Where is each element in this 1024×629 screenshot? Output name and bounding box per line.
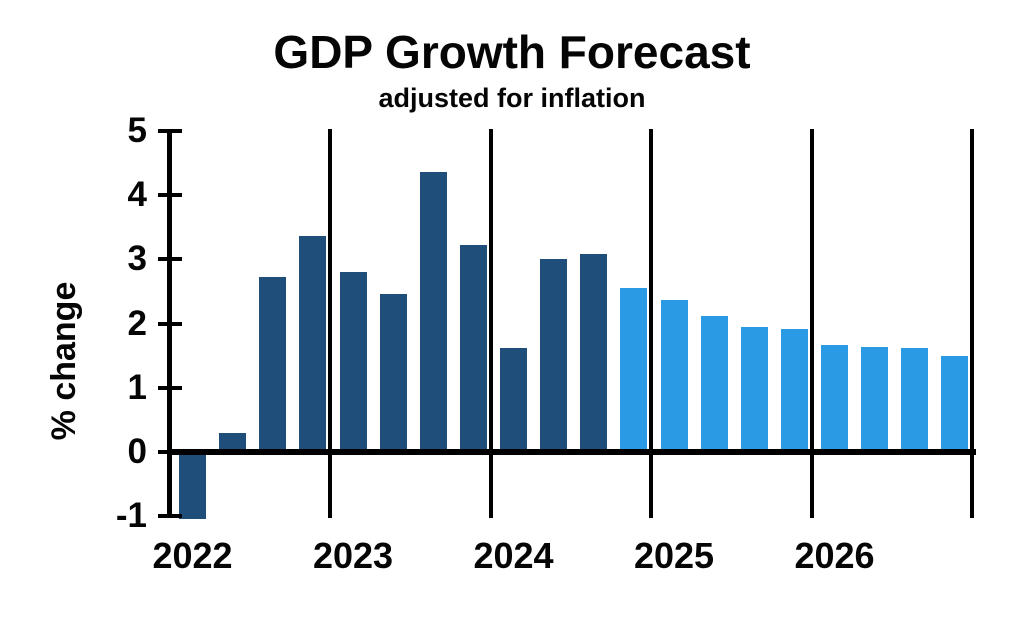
y-tick-mark-2 [157, 321, 182, 326]
year-divider-line-1 [328, 129, 332, 518]
bar-2025-q3 [740, 327, 768, 452]
y-tick-mark-1 [157, 385, 182, 390]
y-tick-mark--1 [157, 514, 182, 519]
year-divider-line-2 [488, 129, 493, 518]
bar-2023-q4 [459, 245, 487, 452]
y-tick-label-1: 1 [127, 367, 147, 407]
y-tick-label-5: 5 [127, 111, 147, 150]
x-tick-label-2022: 2022 [152, 535, 233, 576]
y-tick-label-4: 4 [127, 175, 147, 215]
bar-2025-q1 [660, 300, 688, 452]
y-tick-label-0: 0 [127, 432, 147, 471]
x-tick-label-2024: 2024 [473, 535, 554, 576]
bar-2026-q1 [821, 345, 849, 452]
chart-title: GDP Growth Forecast [273, 26, 751, 78]
year-divider-line-5 [970, 129, 974, 518]
bar-2022-q4 [299, 236, 327, 452]
bar-2022-q1 [179, 452, 207, 520]
y-tick-label--1: -1 [115, 496, 147, 536]
x-axis-zero-line [167, 449, 976, 455]
bar-2022-q3 [259, 277, 287, 452]
bar-2022-q2 [219, 432, 247, 452]
bar-2023-q1 [339, 272, 367, 452]
bar-2023-q2 [379, 294, 407, 452]
bar-2023-q3 [419, 172, 447, 452]
bar-2024-q2 [540, 259, 568, 452]
y-tick-mark-4 [157, 193, 182, 198]
x-tick-label-2025: 2025 [633, 535, 715, 576]
bar-2024-q3 [580, 254, 608, 452]
bar-2024-q4 [620, 288, 648, 452]
y-tick-label-3: 3 [127, 239, 147, 279]
year-divider-line-4 [809, 129, 814, 518]
bar-2026-q4 [941, 355, 969, 452]
y-tick-label-2: 2 [127, 303, 147, 343]
bar-2026-q2 [861, 346, 889, 452]
y-tick-mark-3 [157, 257, 182, 262]
x-tick-label-2023: 2023 [312, 535, 394, 576]
chart-subtitle: adjusted for inflation [378, 83, 646, 113]
bar-2025-q2 [700, 315, 728, 452]
y-tick-mark-0 [157, 450, 182, 454]
bar-2026-q3 [901, 347, 929, 452]
y-tick-mark-5 [157, 129, 182, 133]
x-tick-label-2026: 2026 [794, 535, 875, 576]
bar-2025-q4 [780, 328, 808, 452]
year-divider-line-3 [649, 129, 653, 518]
bar-2024-q1 [500, 347, 528, 452]
